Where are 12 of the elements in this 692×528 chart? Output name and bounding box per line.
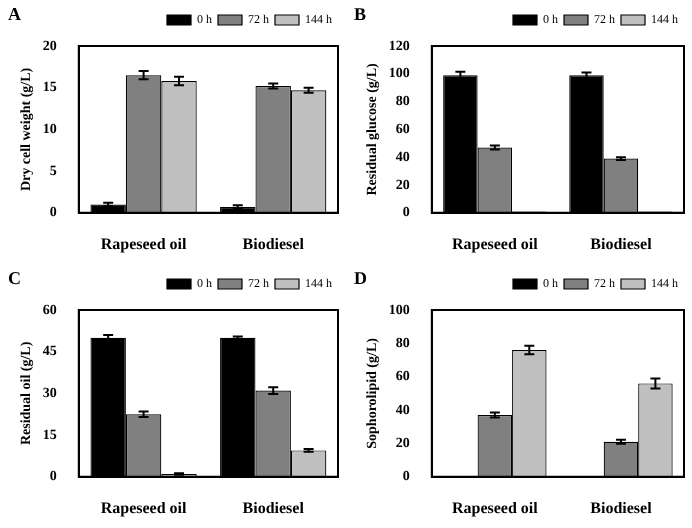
chart-title: B [354, 4, 367, 24]
x-tick-label: Rapeseed oil [451, 234, 540, 253]
x-tick-label: Rapeseed oil [451, 498, 540, 517]
x-tick-label: Biodiesel [590, 498, 654, 517]
chart-title: D [354, 268, 367, 288]
chart-title: A [8, 4, 21, 24]
chart-title: C [8, 268, 21, 288]
x-tick-label: Rapeseed oil [100, 234, 189, 253]
x-tick-label: Biodiesel [242, 498, 306, 517]
x-tick-label: Biodiesel [590, 234, 654, 253]
x-tick-label: Biodiesel [242, 234, 306, 253]
x-tick-label: Rapeseed oil [100, 498, 189, 517]
